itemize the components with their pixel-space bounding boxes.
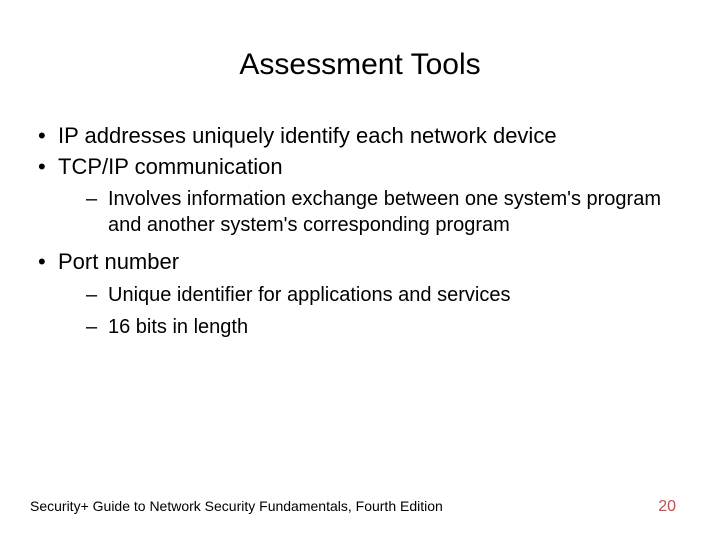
- bullet-tcpip: TCP/IP communication: [30, 153, 680, 182]
- subbullet-tcpip-exchange: Involves information exchange between on…: [30, 187, 680, 238]
- slide-title: Assessment Tools: [0, 0, 720, 122]
- bullet-ip-addresses: IP addresses uniquely identify each netw…: [30, 122, 680, 151]
- subbullet-port-bits: 16 bits in length: [30, 315, 680, 341]
- page-number: 20: [658, 498, 676, 516]
- bullet-port-number: Port number: [30, 248, 680, 277]
- subbullet-port-identifier: Unique identifier for applications and s…: [30, 283, 680, 309]
- slide-footer: Security+ Guide to Network Security Fund…: [0, 498, 720, 516]
- slide-content: IP addresses uniquely identify each netw…: [0, 122, 720, 340]
- footer-text: Security+ Guide to Network Security Fund…: [30, 498, 443, 514]
